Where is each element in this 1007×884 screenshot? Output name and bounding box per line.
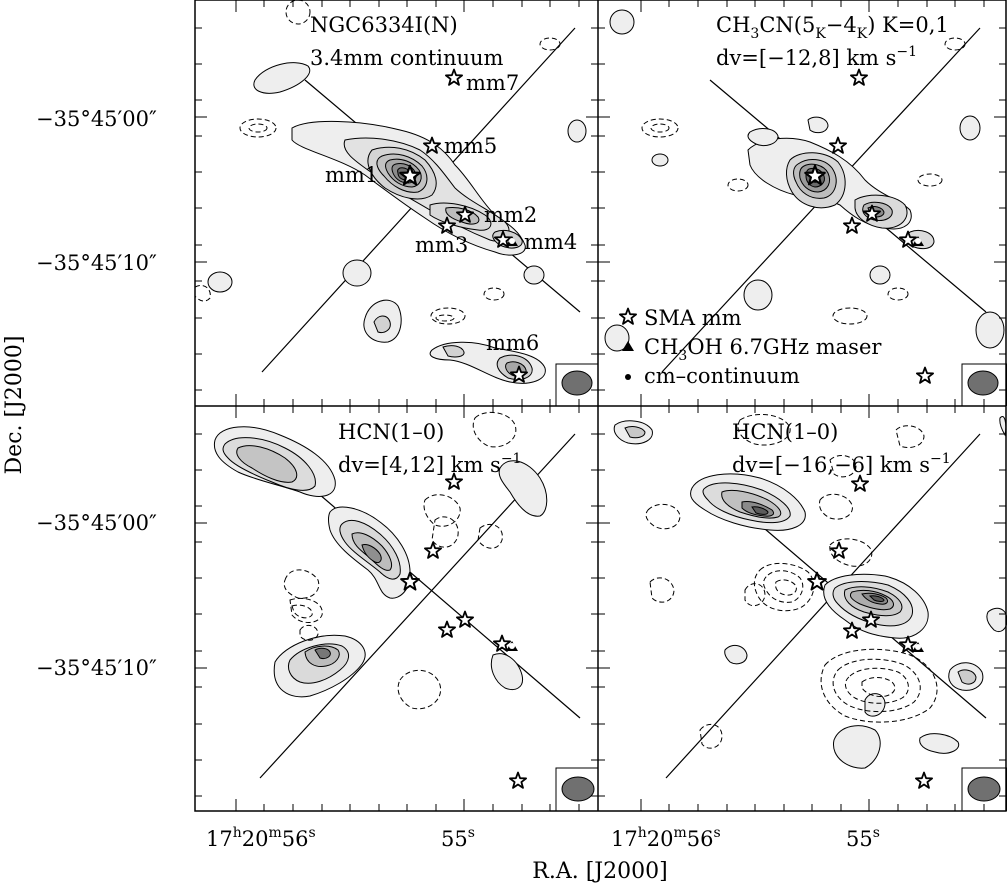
- ytick-label: −35°45′10″: [36, 251, 157, 275]
- maser-markers: [506, 641, 518, 651]
- label-mm4: mm4: [524, 230, 577, 254]
- xtick-label: 17h20m56s: [206, 825, 316, 851]
- star-mm1: [807, 571, 827, 591]
- hcn-blue-contours: [613, 416, 1007, 769]
- star-mm7: [444, 68, 464, 86]
- label-mm3: mm3: [415, 233, 468, 257]
- panel-title: HCN(1–0): [732, 420, 838, 444]
- beam-indicator: [555, 363, 598, 406]
- legend-maser-label: CH3OH 6.7GHz maser: [644, 335, 882, 364]
- star-mm7: [850, 68, 868, 86]
- label-mm7: mm7: [466, 71, 519, 95]
- legend: SMA mm CH3OH 6.7GHz maser cm–continuum: [619, 306, 882, 388]
- x-axis-title: R.A. [J2000]: [532, 859, 667, 884]
- maser-markers: [912, 642, 924, 652]
- panel-continuum: mm7 mm5 mm1 mm2 mm3 mm4 mm6 NGC6334I(N) …: [195, 0, 598, 406]
- star-mm5: [829, 136, 847, 154]
- xtick-label: 55s: [441, 825, 475, 851]
- panel-subtitle: dv=[4,12] km s−1: [338, 451, 521, 477]
- star-mm6: [508, 771, 527, 789]
- xtick-label: 55s: [846, 825, 880, 851]
- panel-hcn-red: HCN(1–0) dv=[4,12] km s−1: [213, 411, 598, 811]
- star-mm6: [915, 771, 933, 789]
- panel-subtitle: dv=[−12,8] km s−1: [716, 44, 917, 70]
- star-mm6: [916, 366, 934, 384]
- label-mm5: mm5: [444, 134, 497, 158]
- ch3cn-contours: [747, 116, 935, 250]
- panel-hcn-blue: HCN(1–0) dv=[−16,−6] km s−1: [613, 413, 1007, 811]
- ytick-label: −35°45′00″: [36, 107, 157, 131]
- panel-ch3cn: CH3CN(5K−4K) K=0,1 dv=[−12,8] km s−1 SMA…: [604, 9, 1007, 406]
- legend-dot-icon: [625, 374, 631, 380]
- star-mm3: [437, 620, 457, 638]
- label-mm6: mm6: [486, 331, 539, 355]
- panel-title: CH3CN(5K−4K) K=0,1: [716, 13, 949, 42]
- y-axis-title: Dec. [J2000]: [2, 336, 27, 475]
- panel-subtitle: dv=[−16,−6] km s−1: [732, 451, 951, 477]
- label-mm2: mm2: [484, 203, 537, 227]
- ytick-label: −35°45′10″: [36, 656, 157, 680]
- legend-star-icon: [619, 307, 637, 325]
- hcn-red-contours: [213, 426, 548, 698]
- panel-frames: [194, 0, 1007, 812]
- outflow-axis-line: [665, 433, 981, 779]
- star-mm7: [851, 474, 869, 492]
- legend-sma-label: SMA mm: [644, 306, 742, 330]
- beam-indicator: [961, 767, 1007, 811]
- beam-indicator: [555, 767, 598, 811]
- star-mm5: [423, 541, 443, 559]
- legend-cm-label: cm–continuum: [644, 364, 800, 388]
- maser-markers: [912, 236, 924, 246]
- ytick-label: −35°45′00″: [36, 511, 157, 535]
- xtick-label: 17h20m56s: [611, 825, 721, 851]
- tick-marks: [195, 0, 1006, 811]
- panel-title: NGC6334I(N): [310, 13, 458, 37]
- source-markers: [400, 472, 527, 789]
- panel-title: HCN(1–0): [338, 420, 444, 444]
- star-mm5: [830, 541, 848, 559]
- legend-triangle-icon: [622, 341, 634, 351]
- label-mm1: mm1: [325, 163, 378, 187]
- star-mm3: [843, 216, 861, 234]
- maser-markers: [506, 236, 518, 246]
- panel-subtitle: 3.4mm continuum: [310, 46, 504, 70]
